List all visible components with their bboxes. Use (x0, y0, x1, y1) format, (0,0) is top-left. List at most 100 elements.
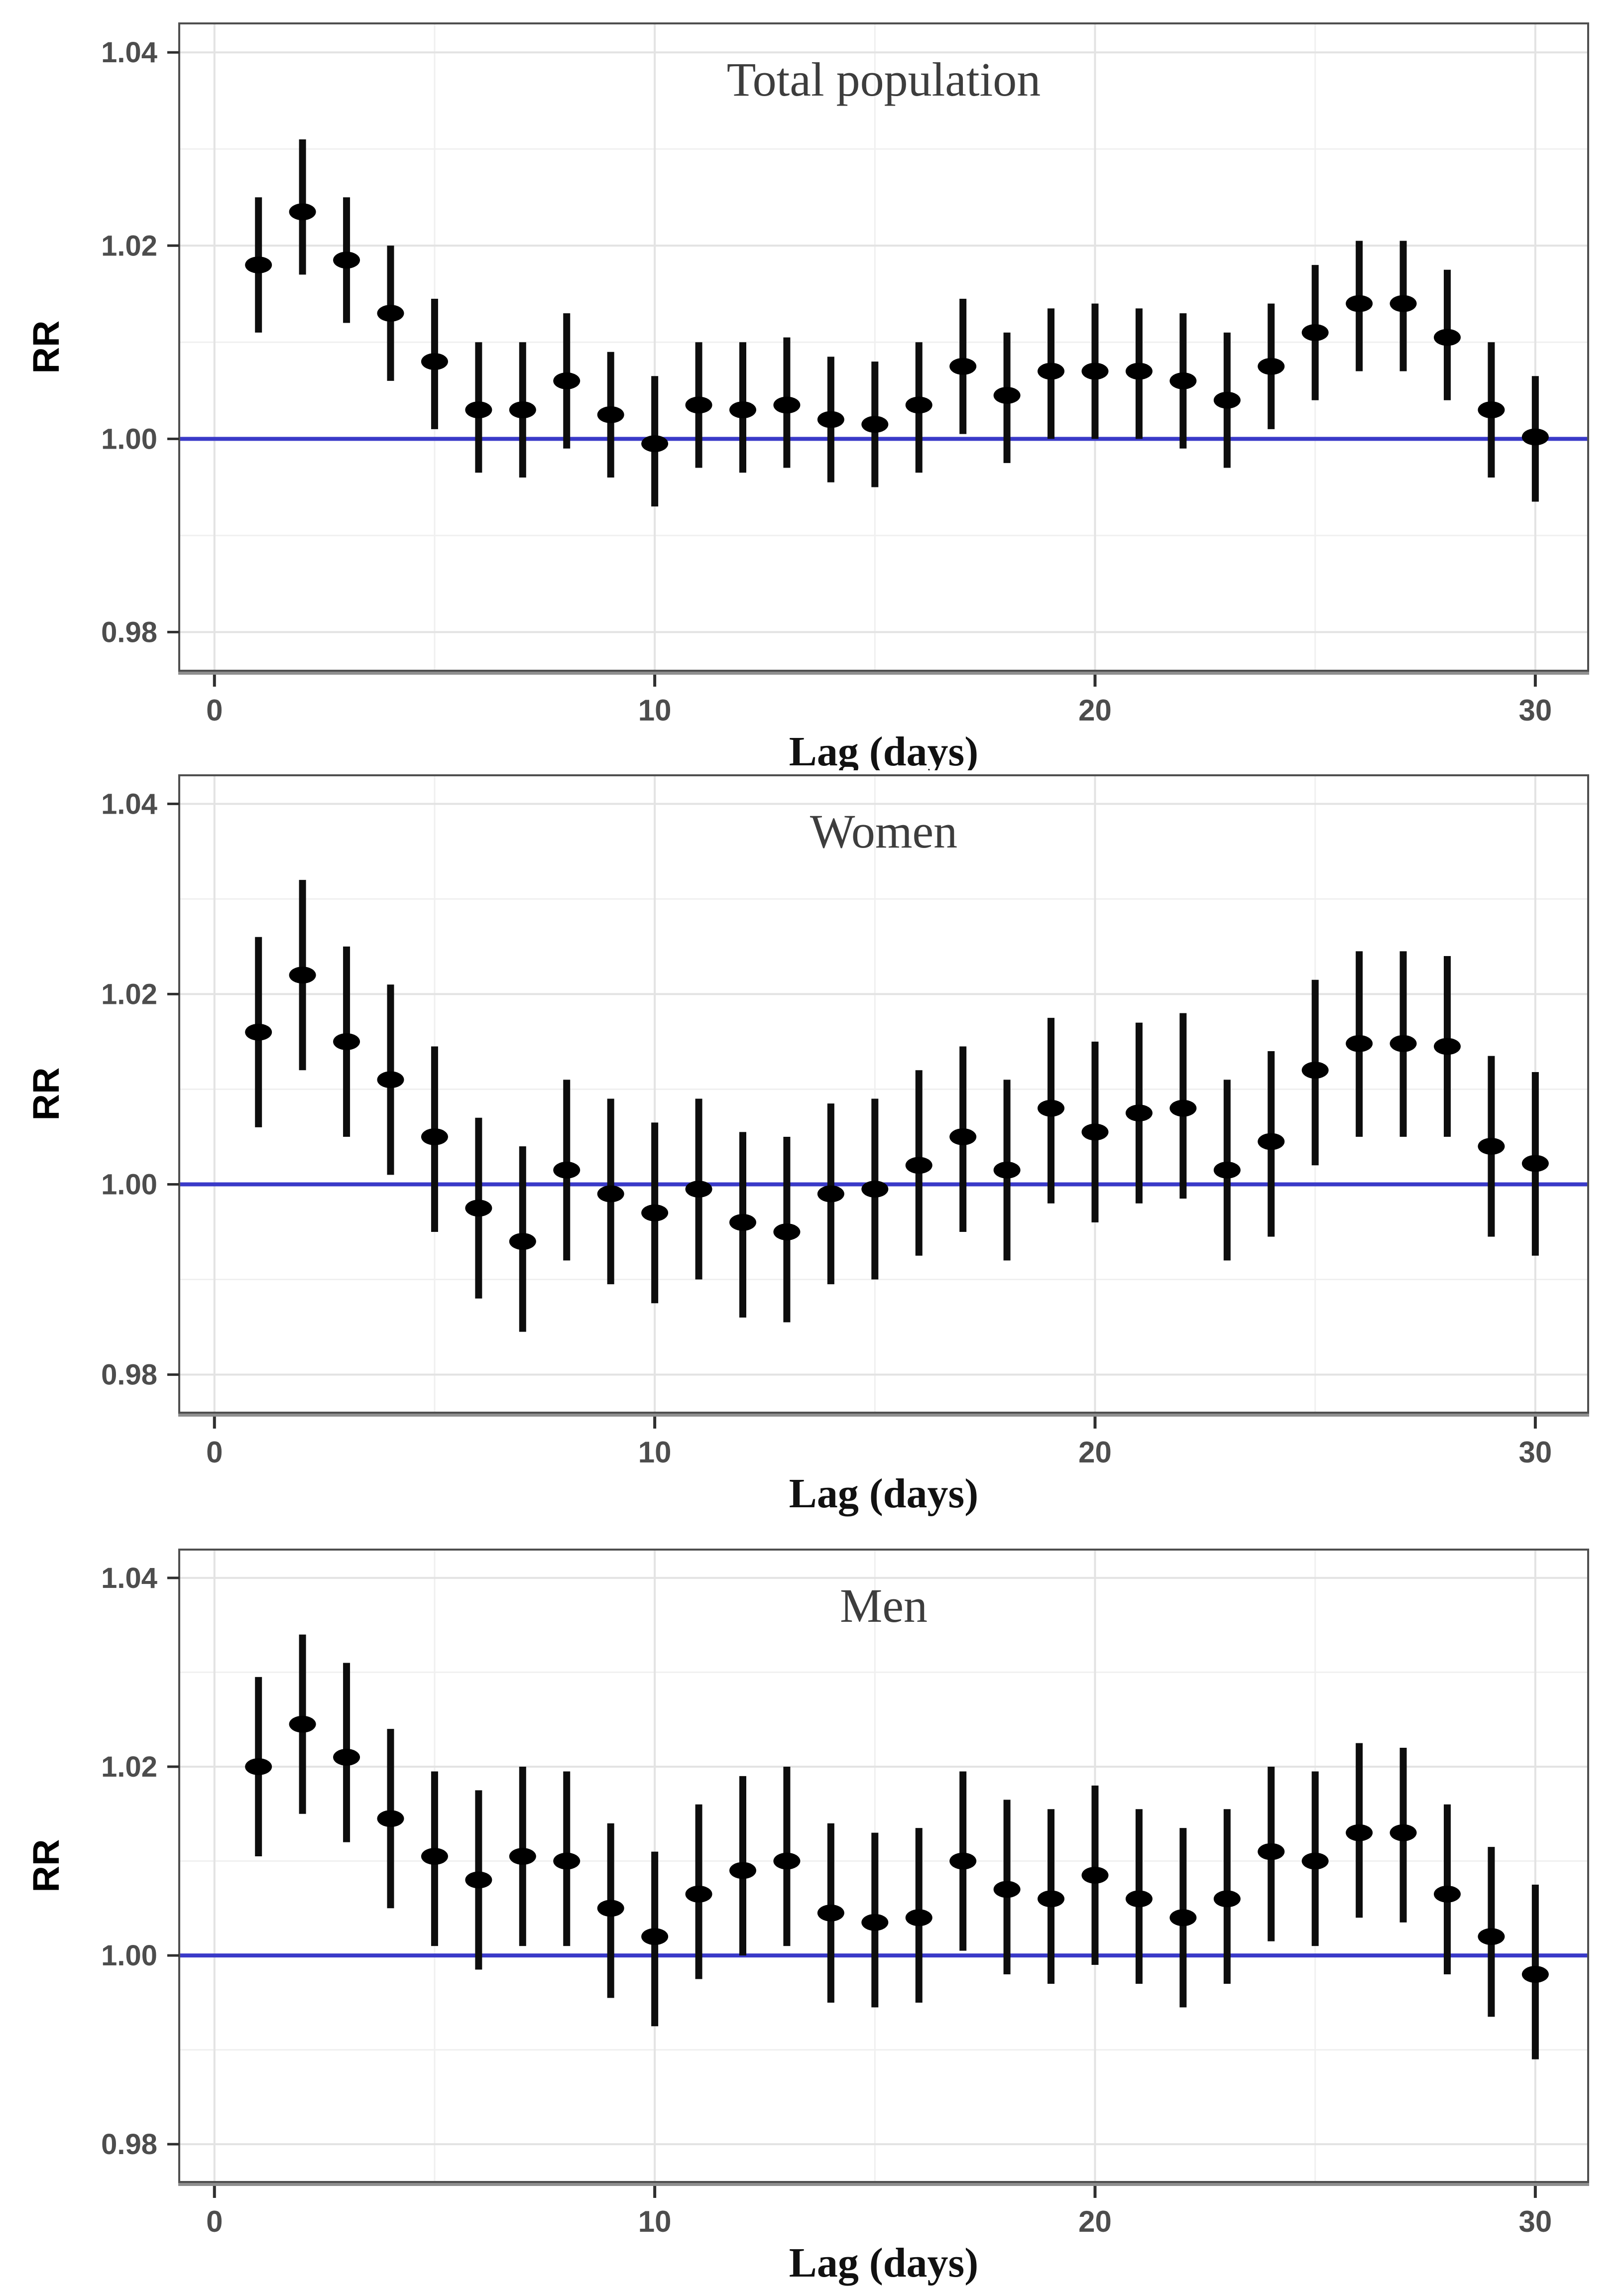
point (553, 372, 580, 389)
axis-ticks (167, 1576, 1537, 2198)
point (685, 1181, 712, 1198)
point (1346, 295, 1373, 312)
point (289, 1715, 316, 1733)
point-estimates (245, 967, 1549, 1250)
gridlines (179, 1550, 1588, 2182)
point-estimates (245, 203, 1549, 453)
point (289, 203, 316, 221)
y-tick-label: 1.04 (101, 788, 157, 820)
point (1081, 1866, 1109, 1884)
point (817, 411, 844, 428)
chart-women: 0.98 1.00 1.02 1.04 0 10 20 30 Women RR Lag (days) (20, 770, 1623, 1533)
x-tick-label: 10 (638, 2205, 672, 2238)
point (333, 1749, 360, 1766)
point (773, 396, 801, 414)
x-tick-label: 20 (1078, 694, 1112, 727)
point (245, 256, 272, 274)
panel-title: Men (840, 1579, 927, 1632)
y-axis-label: RR (25, 1068, 67, 1121)
point (949, 358, 977, 375)
panel-border (178, 774, 1589, 1414)
point (1434, 329, 1461, 346)
point (421, 353, 448, 370)
x-tick-label: 30 (1519, 1436, 1552, 1469)
point (1169, 1909, 1197, 1927)
point (685, 1885, 712, 1903)
point (773, 1223, 801, 1241)
x-tick-label: 0 (206, 1436, 223, 1469)
x-tick-label: 0 (206, 2205, 223, 2238)
point (1169, 372, 1197, 389)
point (1213, 391, 1241, 409)
point (597, 406, 624, 423)
y-axis-label: RR (25, 321, 67, 374)
point (1258, 358, 1285, 375)
figure-rr-lag-association: 0.98 1.00 1.02 1.04 0 10 20 30 Total population R… (20, 8, 1623, 2296)
x-axis-label: Lag (days) (789, 728, 978, 770)
point (905, 1157, 932, 1174)
point (817, 1185, 844, 1203)
point (729, 401, 756, 419)
point (641, 435, 669, 453)
y-tick-label: 1.04 (101, 1562, 157, 1594)
panel-border (178, 22, 1589, 672)
chart-total-population: 0.98 1.00 1.02 1.04 0 10 20 30 Total population R… (20, 8, 1623, 770)
point (1169, 1099, 1197, 1117)
panel-background (20, 8, 1623, 770)
point (641, 1204, 669, 1221)
point (377, 1071, 404, 1088)
point (949, 1128, 977, 1145)
point (1213, 1890, 1241, 1908)
y-tick-label: 1.00 (101, 423, 157, 455)
y-tick-label: 0.98 (101, 616, 157, 648)
point (1301, 1062, 1329, 1079)
point (905, 396, 932, 414)
y-tick-label: 1.00 (101, 1168, 157, 1201)
point (421, 1848, 448, 1865)
point (685, 396, 712, 414)
point (289, 967, 316, 984)
point (1434, 1885, 1461, 1903)
point (861, 416, 889, 433)
point (509, 1848, 536, 1865)
x-tick-label: 10 (638, 694, 672, 727)
y-tick-label: 0.98 (101, 2128, 157, 2161)
x-tick-label: 0 (206, 694, 223, 727)
point (553, 1161, 580, 1179)
point (1521, 1965, 1549, 1983)
x-tick-label: 30 (1519, 694, 1552, 727)
point (553, 1852, 580, 1870)
point (1038, 363, 1065, 380)
point (465, 1871, 492, 1889)
point (1390, 1035, 1417, 1052)
point (597, 1900, 624, 1917)
x-tick-label: 30 (1519, 2205, 1552, 2238)
point (509, 1233, 536, 1250)
y-tick-label: 1.00 (101, 1939, 157, 1972)
x-tick-label: 20 (1078, 1436, 1112, 1469)
panel-background (20, 770, 1623, 1533)
point (1478, 1138, 1505, 1155)
y-tick-label: 1.02 (101, 1751, 157, 1783)
point (1081, 1123, 1109, 1141)
point (1213, 1161, 1241, 1179)
point (1390, 1824, 1417, 1841)
panel-men: 0.98 1.00 1.02 1.04 0 10 20 30 Men RR Lag (days) (20, 1533, 1623, 2296)
point (1081, 363, 1109, 380)
y-axis-label: RR (25, 1839, 67, 1893)
point (1434, 1038, 1461, 1055)
point (729, 1862, 756, 1879)
point (1346, 1824, 1373, 1841)
x-tick-label: 20 (1078, 2205, 1112, 2238)
point (1038, 1099, 1065, 1117)
panel-title: Women (810, 805, 957, 858)
point (993, 387, 1021, 404)
point (861, 1181, 889, 1198)
chart-men: 0.98 1.00 1.02 1.04 0 10 20 30 Men RR Lag (days) (20, 1533, 1623, 2296)
point (1258, 1133, 1285, 1150)
point-estimates (245, 1715, 1549, 1983)
point (1346, 1035, 1373, 1052)
y-tick-label: 0.98 (101, 1359, 157, 1391)
axis-ticks (167, 802, 1537, 1429)
point (377, 305, 404, 322)
